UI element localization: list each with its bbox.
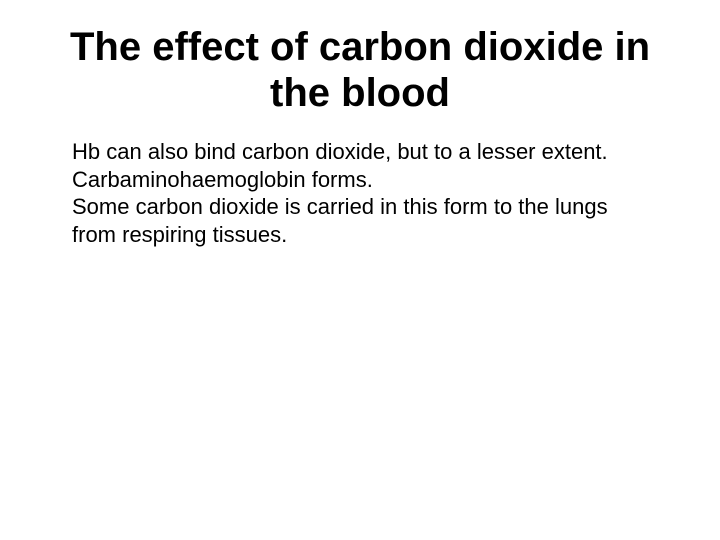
body-line: Hb can also bind carbon dioxide, but to …: [72, 138, 648, 166]
body-line: Carbaminohaemoglobin forms.: [72, 166, 648, 194]
slide-body: Hb can also bind carbon dioxide, but to …: [72, 138, 648, 248]
slide-title: The effect of carbon dioxide in the bloo…: [50, 24, 670, 116]
slide: The effect of carbon dioxide in the bloo…: [0, 0, 720, 540]
body-line: Some carbon dioxide is carried in this f…: [72, 193, 648, 248]
